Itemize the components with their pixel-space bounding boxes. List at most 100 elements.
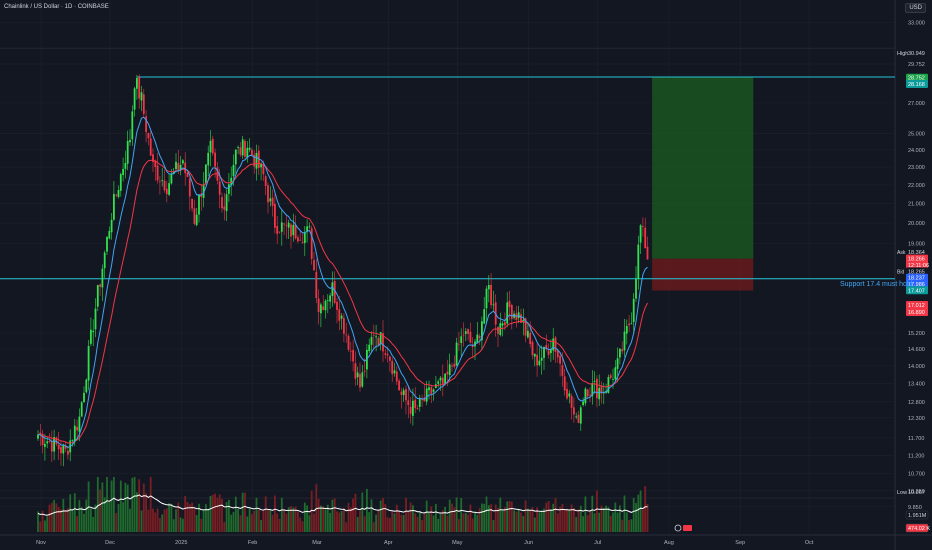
volume-bar: [76, 516, 78, 532]
candle-body: [48, 441, 51, 442]
candle-body: [552, 338, 555, 351]
currency-button[interactable]: USD: [905, 3, 926, 13]
candle-body: [260, 164, 262, 168]
candle-body: [301, 242, 304, 243]
volume-bar: [274, 495, 276, 532]
volume-bar: [352, 498, 354, 532]
candle-body: [228, 184, 230, 194]
volume-bar: [92, 516, 95, 532]
horizontal-levels[interactable]: [0, 47, 895, 499]
volume-bar: [354, 493, 357, 532]
volume-bar: [237, 508, 239, 532]
y-tick-label: 13.400: [908, 381, 925, 387]
candle-body: [76, 426, 78, 431]
candle-body: [356, 372, 359, 378]
candle-body: [124, 162, 127, 169]
candle-body: [536, 354, 538, 366]
candle-body: [101, 268, 104, 288]
candle-body: [264, 176, 267, 186]
candle-body: [324, 300, 327, 311]
volume-tags: 1.951M 474.02 K: [905, 510, 930, 533]
candle-body: [46, 441, 49, 444]
candle-body: [237, 147, 239, 148]
candle-body: [593, 381, 596, 382]
candle-body: [39, 432, 42, 435]
candle-body: [248, 147, 251, 150]
volume-bar: [280, 497, 283, 532]
volume-bar: [216, 497, 219, 532]
volume-bar: [165, 508, 168, 532]
candle-body: [126, 141, 129, 164]
candle-body: [621, 349, 624, 352]
candle-body: [182, 160, 184, 164]
volume-bar: [225, 502, 228, 532]
volume-bar: [136, 492, 138, 532]
volume-bar: [200, 518, 203, 532]
volume-bar: [122, 502, 124, 532]
volume-bar: [527, 508, 529, 532]
candle-body: [533, 353, 536, 357]
candle-body: [310, 228, 313, 259]
volume-bar: [317, 498, 320, 532]
candle-body: [274, 203, 276, 228]
volume-bar: [83, 513, 85, 532]
candle-body: [188, 178, 191, 197]
volume-bar: [476, 515, 479, 532]
volume-bar: [110, 480, 113, 532]
candle-body: [90, 329, 92, 344]
candle-body: [165, 188, 168, 195]
volume-bar: [48, 504, 51, 532]
long-position-tool[interactable]: [652, 77, 754, 291]
volume-tag-bg: [905, 523, 929, 533]
volume-bar: [405, 497, 407, 532]
volume-bar: [276, 513, 279, 532]
volume-bar: [575, 517, 578, 532]
candle-body: [347, 335, 350, 350]
candle-body: [602, 392, 605, 394]
candle-body: [405, 389, 407, 401]
support-annotation[interactable]: Support 17.4 must hold: [840, 281, 913, 288]
volume-bar: [340, 511, 343, 532]
volume-bar: [117, 503, 120, 532]
volume-bar: [363, 516, 366, 532]
volume-bar: [145, 493, 147, 532]
candle-body: [202, 184, 205, 198]
time-axis-settings[interactable]: [674, 524, 692, 532]
volume-bar: [625, 512, 628, 532]
high-label: High: [897, 51, 908, 57]
volume-bar: [294, 506, 297, 532]
candle-body: [416, 407, 419, 409]
volume-bar: [257, 509, 260, 532]
y-tick-label: 12.800: [908, 400, 925, 406]
candle-body: [370, 336, 373, 345]
loss-zone: [652, 258, 754, 291]
candle-body: [453, 363, 456, 367]
volume-bar: [598, 512, 601, 532]
candle-body: [384, 353, 387, 355]
volume-bar: [616, 512, 619, 532]
candle-body: [379, 332, 382, 344]
candle-body: [253, 154, 256, 167]
candle-body: [497, 326, 499, 334]
candle-body: [354, 363, 357, 379]
volume-bar: [253, 510, 256, 532]
price-tag-bg: [906, 307, 928, 316]
volume-bar: [361, 492, 364, 532]
candle-body: [642, 226, 644, 227]
volume-bar: [462, 513, 465, 532]
volume-bar: [248, 507, 251, 532]
candle-body: [329, 295, 331, 302]
volume-bar: [566, 508, 568, 532]
volume-bar: [646, 503, 649, 532]
volume-bar: [62, 499, 65, 532]
volume-bar: [345, 522, 348, 532]
volume-bar: [161, 514, 164, 532]
goto-realtime-icon[interactable]: [674, 524, 682, 532]
candle-body: [287, 222, 290, 228]
volume-bar: [593, 513, 596, 532]
y-tick-label: 23.000: [908, 165, 925, 171]
candle-body: [625, 325, 628, 334]
candle-body: [73, 425, 76, 442]
volume-tag: 1.951M: [908, 513, 927, 519]
